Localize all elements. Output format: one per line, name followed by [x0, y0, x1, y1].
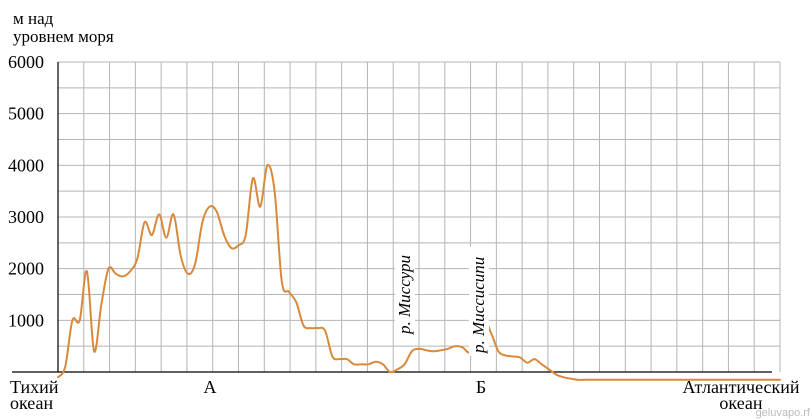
mississippi-river-label-background: [469, 246, 489, 356]
mississippi-river-label: р. Миссисипи: [469, 257, 488, 354]
missouri-river-label: р. Миссури: [395, 255, 414, 335]
y-axis-title-line-2: уровнем моря: [13, 27, 114, 46]
y-tick-label: 1000: [8, 310, 44, 330]
x-label-pacific-ocean-line-1: Тихий: [10, 377, 59, 397]
missouri-river-label-background: [395, 245, 415, 337]
x-label-atlantic-ocean-line-2: океан: [719, 393, 762, 413]
y-tick-label: 3000: [8, 207, 44, 227]
x-label-a-line-1: А: [204, 377, 217, 397]
y-tick-label: 2000: [8, 259, 44, 279]
y-axis-title: м над уровнем моря: [13, 10, 114, 46]
y-axis-title-line-1: м над: [13, 9, 54, 28]
missouri-river-label-group: р. Миссури: [395, 245, 415, 337]
watermark: geluvapo.rf: [755, 407, 810, 419]
x-label-b-line-1: Б: [476, 377, 486, 397]
mississippi-river-label-group: р. Миссисипи: [469, 246, 489, 356]
y-tick-label: 4000: [8, 155, 44, 175]
y-tick-label: 6000: [8, 52, 44, 72]
x-label-pacific-ocean-line-2: океан: [10, 393, 53, 413]
elevation-profile-line: [57, 163, 781, 381]
x-label-atlantic-ocean-line-1: Атлантический: [682, 377, 799, 397]
y-tick-label: 5000: [8, 104, 44, 124]
